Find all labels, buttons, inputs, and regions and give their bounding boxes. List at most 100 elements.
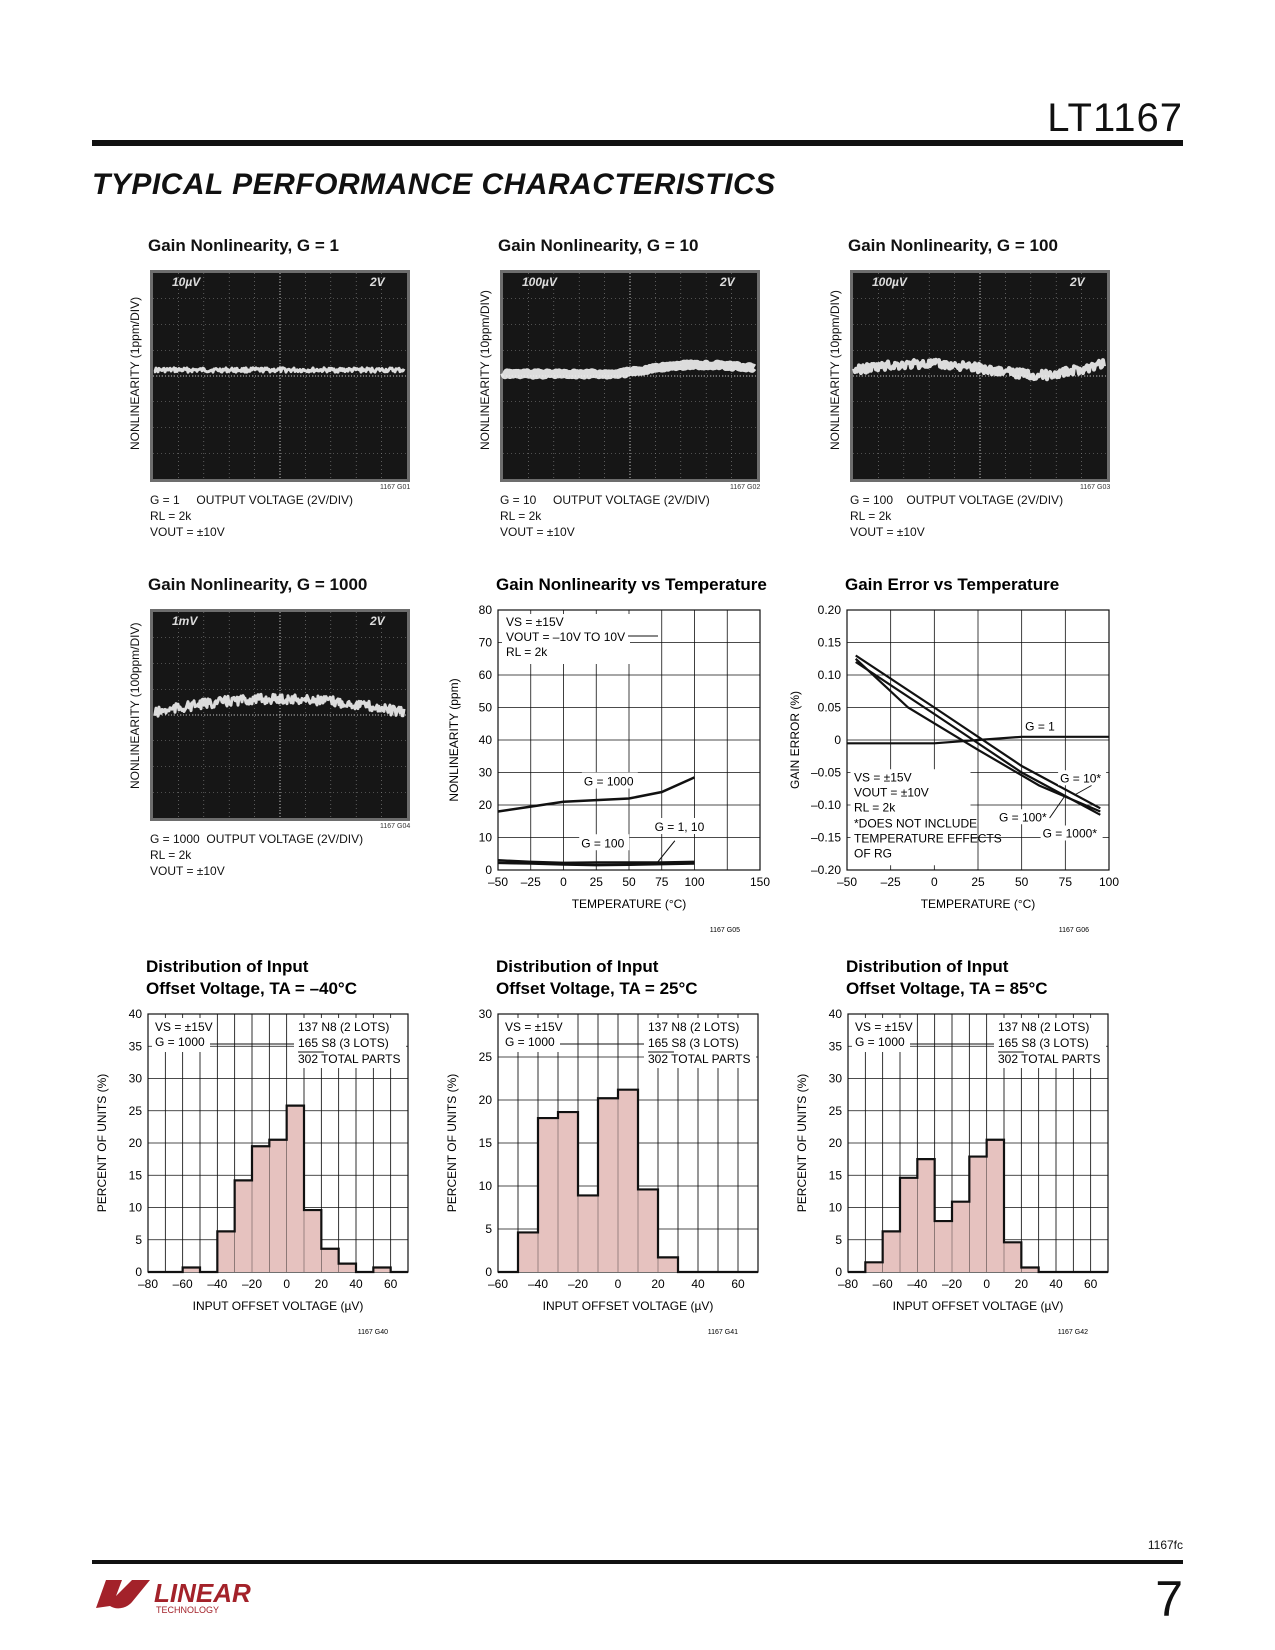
scope-horizontal-scale: 2V [1069, 275, 1086, 289]
histogram-bar [182, 1267, 200, 1272]
series-line [854, 657, 1101, 813]
chart-note: G = 1000 [855, 1035, 905, 1049]
section-title: TYPICAL PERFORMANCE CHARACTERISTICS [92, 168, 776, 201]
histogram-bar [969, 1156, 987, 1272]
y-tick-label: 0 [135, 1265, 142, 1279]
y-tick-label: 40 [829, 1007, 843, 1021]
histogram-bar [338, 1263, 356, 1272]
histogram-bar [882, 1231, 900, 1272]
chart-offset-distribution-minus40: Distribution of Input Offset Voltage, TA … [95, 957, 409, 1336]
x-tick-label: 25 [971, 875, 985, 889]
chart-note: VS = ±15V [155, 1020, 213, 1034]
chart-note: VS = ±15V [854, 770, 912, 784]
y-axis-label: NONLINEARITY (ppm) [447, 678, 461, 801]
histogram-bar [558, 1112, 578, 1272]
chart-note: OF RG [854, 846, 892, 860]
legend-entry: 302 TOTAL PARTS [648, 1052, 751, 1066]
chart-offset-distribution-25: Distribution of Input Offset Voltage, TA … [445, 957, 759, 1336]
y-tick-label: 10 [479, 831, 493, 845]
legend-entry: 165 S8 (3 LOTS) [648, 1036, 739, 1050]
x-tick-label: –80 [138, 1277, 158, 1291]
label-background [581, 772, 638, 789]
label-background [1040, 825, 1103, 841]
chart-title: Gain Nonlinearity vs Temperature [496, 575, 767, 594]
x-axis-label: TEMPERATURE (°C) [572, 897, 687, 911]
y-tick-label: 0.20 [818, 603, 842, 617]
chart-title: Distribution of Input [496, 957, 659, 976]
y-tick-label: 10 [479, 1179, 493, 1193]
x-tick-label: 0 [615, 1277, 622, 1291]
notes-background [502, 1018, 560, 1052]
chart-title: Distribution of Input [146, 957, 309, 976]
chart-note: VOUT = ±10V [854, 785, 929, 799]
x-axis-label: INPUT OFFSET VOLTAGE (µV) [193, 1299, 364, 1313]
scope-trace [153, 366, 406, 374]
x-tick-label: 0 [983, 1277, 990, 1291]
y-axis-label: PERCENT OF UNITS (%) [795, 1074, 809, 1212]
y-tick-label: 25 [129, 1104, 143, 1118]
scope-panel-g10: Gain Nonlinearity, G = 10 NONLINEARITY (1… [470, 234, 830, 564]
y-axis-label: PERCENT OF UNITS (%) [95, 1074, 109, 1212]
x-tick-label: 50 [1015, 875, 1029, 889]
y-tick-label: 0.15 [818, 636, 842, 650]
y-tick-label: 0 [834, 733, 841, 747]
histogram-bar [373, 1267, 391, 1272]
graph-id: 1167 G06 [1059, 927, 1089, 934]
scope-title: Gain Nonlinearity, G = 100 [848, 236, 1058, 255]
x-tick-label: –60 [488, 1277, 508, 1291]
chart-note: VS = ±15V [855, 1020, 913, 1034]
notes-background [502, 614, 630, 664]
x-tick-label: –40 [907, 1277, 927, 1291]
y-tick-label: 30 [479, 1007, 493, 1021]
scope-caption-line-3: VOUT = ±10V [150, 525, 225, 539]
chart-offset-distribution-85: Distribution of Input Offset Voltage, TA … [795, 957, 1109, 1336]
y-tick-label: 30 [129, 1072, 143, 1086]
svg-text:TECHNOLOGY: TECHNOLOGY [156, 1605, 219, 1615]
series-label: G = 1000* [1043, 827, 1098, 841]
x-tick-label: 60 [731, 1277, 745, 1291]
scope-y-axis-label: NONLINEARITY (100ppm/DIV) [128, 622, 142, 790]
label-leader [1049, 794, 1066, 819]
series-line [847, 735, 1109, 745]
graph-id: 1167 G41 [708, 1329, 738, 1336]
oscilloscope-screen: 100µV 2V [850, 270, 1110, 482]
scope-caption-line-3: VOUT = ±10V [850, 525, 925, 539]
graph-id: 1167 G04 [380, 823, 411, 830]
document-code: 1167fc [1147, 1538, 1183, 1552]
notes-background [850, 769, 971, 866]
y-tick-label: 40 [479, 733, 493, 747]
y-tick-label: 30 [829, 1072, 843, 1086]
scope-panel-g1000: Gain Nonlinearity, G = 1000 NONLINEARITY … [120, 573, 480, 903]
x-tick-label: 40 [349, 1277, 363, 1291]
chart-note: VS = ±15V [505, 1020, 563, 1034]
chart-gain-error-vs-temperature: Gain Error vs Temperature –50 –25 0 25 50 75 10… [788, 575, 1119, 934]
histogram-bar [321, 1248, 339, 1272]
histogram-bar [638, 1189, 658, 1272]
x-axis-label: TEMPERATURE (°C) [921, 897, 1036, 911]
linear-technology-logo: LINEAR TECHNOLOGY [92, 1572, 252, 1621]
plot-frame [846, 609, 1110, 871]
x-tick-label: 40 [1049, 1277, 1063, 1291]
x-tick-label: –50 [488, 875, 508, 889]
legend-entry: 302 TOTAL PARTS [998, 1052, 1101, 1066]
y-tick-label: 0 [835, 1265, 842, 1279]
x-tick-label: –60 [873, 1277, 893, 1291]
y-tick-label: 35 [129, 1039, 143, 1053]
series-label-g1000: G = 1000 [584, 775, 634, 789]
y-tick-label: 25 [829, 1104, 843, 1118]
x-tick-label: –80 [838, 1277, 858, 1291]
series-line [497, 859, 695, 865]
label-background [579, 834, 630, 851]
y-tick-label: 20 [129, 1136, 143, 1150]
graph-id: 1167 G03 [1080, 484, 1111, 491]
graph-id: 1167 G02 [730, 484, 761, 491]
y-tick-label: 5 [835, 1233, 842, 1247]
scope-y-axis-label: NONLINEARITY (1ppm/DIV) [128, 296, 142, 450]
x-tick-label: 0 [931, 875, 938, 889]
x-tick-label: 60 [1084, 1277, 1098, 1291]
x-tick-label: 0 [560, 875, 567, 889]
scope-trace [852, 357, 1106, 382]
legend-background [294, 1018, 406, 1068]
scope-caption-line-1: G = 1 OUTPUT VOLTAGE (2V/DIV) [150, 493, 354, 507]
y-tick-label: 35 [829, 1039, 843, 1053]
